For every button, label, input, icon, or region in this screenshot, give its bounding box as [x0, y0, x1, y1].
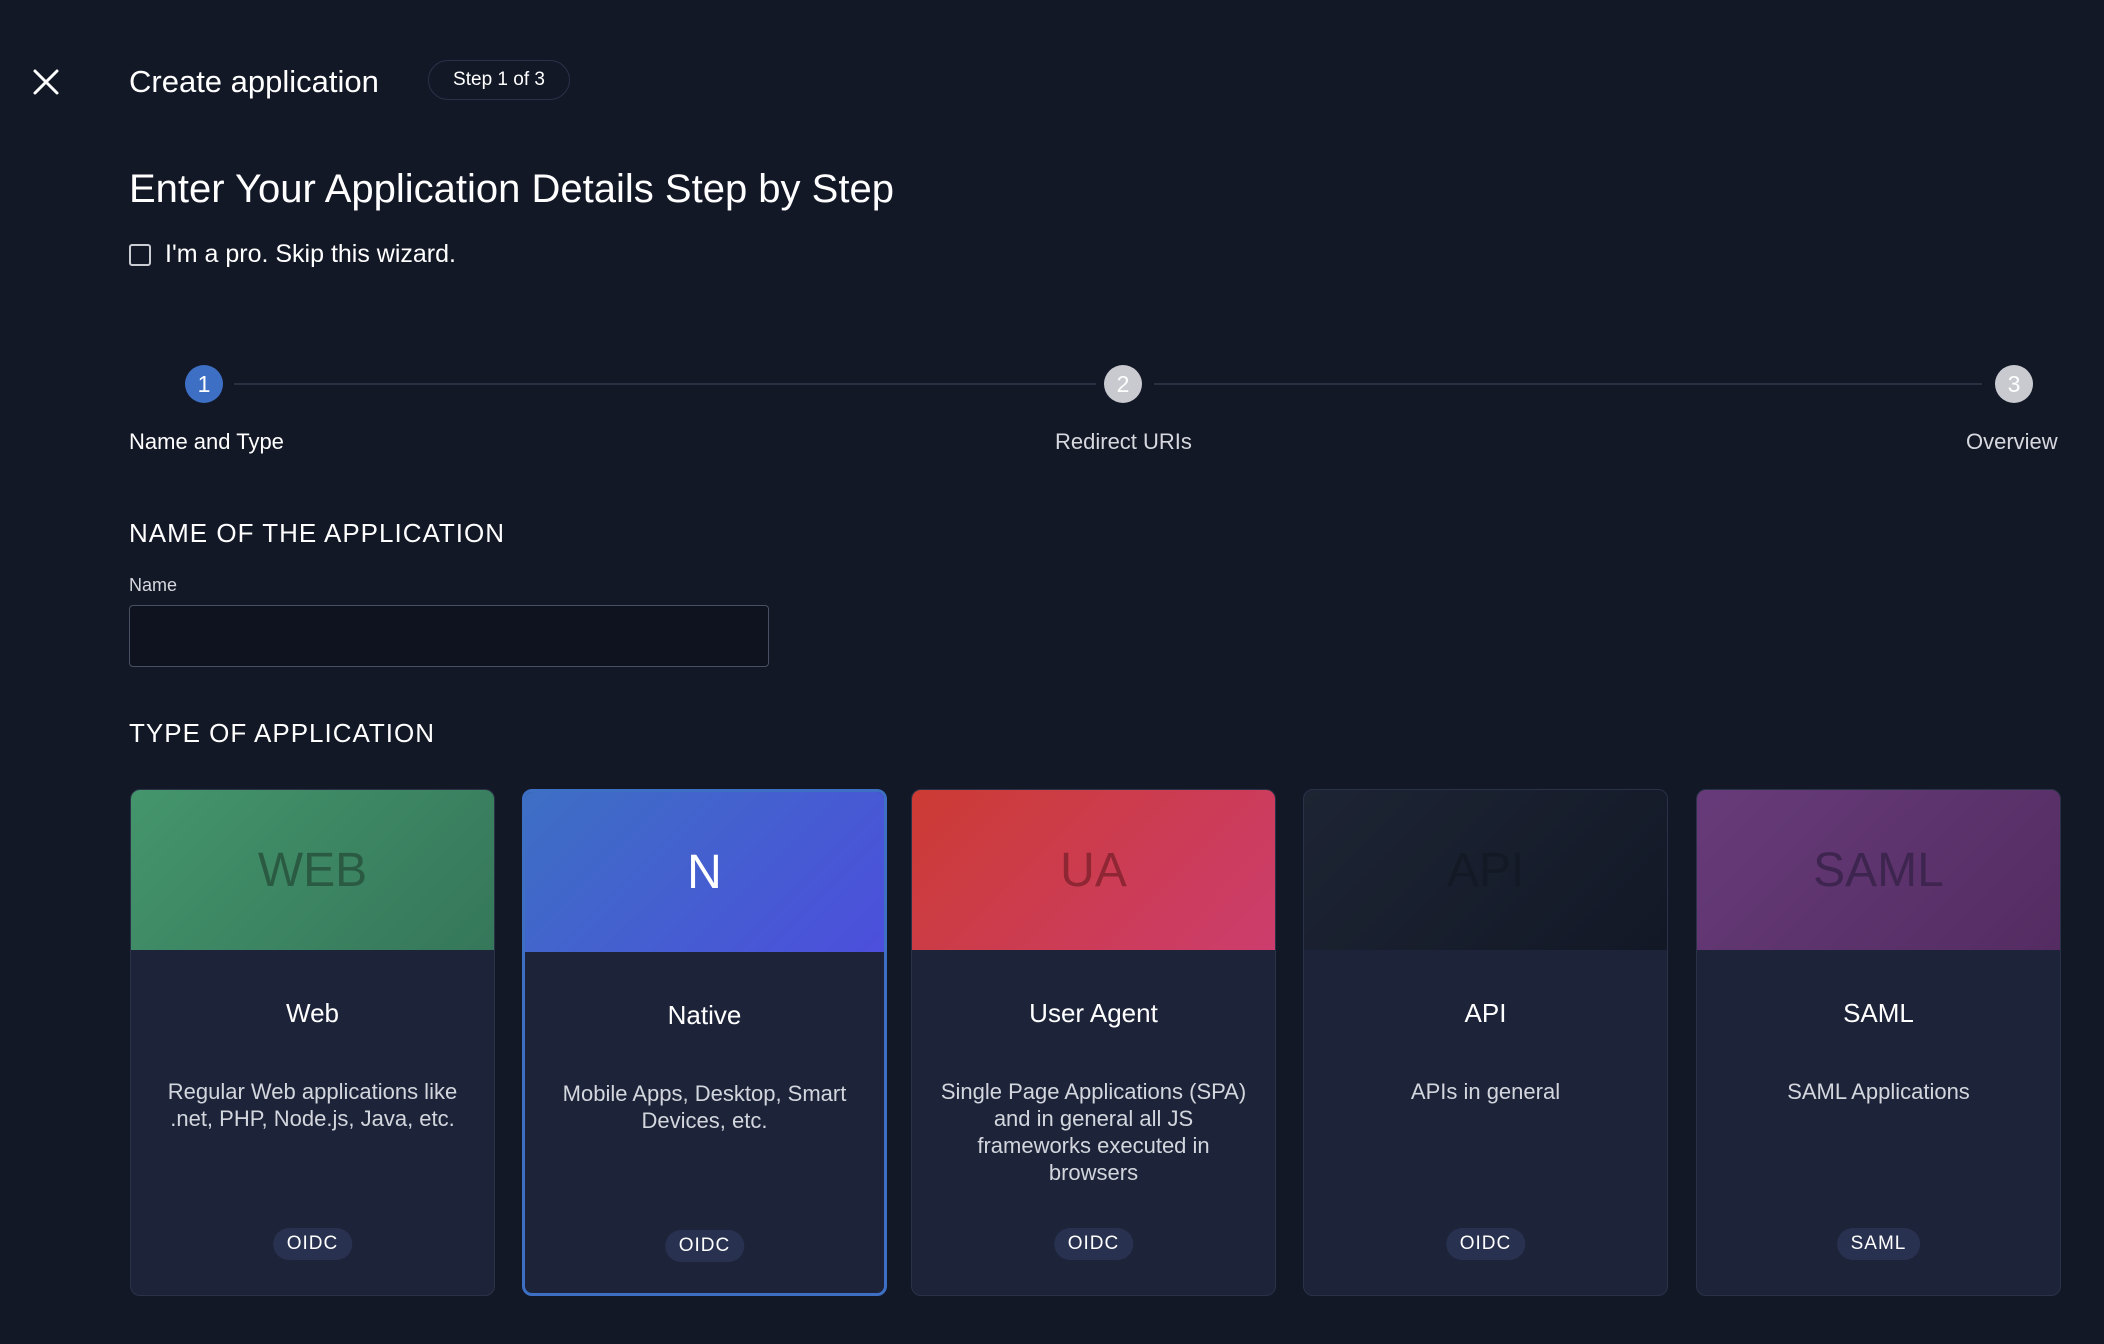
wizard-heading: Enter Your Application Details Step by S…	[129, 167, 894, 211]
card-title: API	[1464, 998, 1507, 1028]
page-title: Create application	[129, 64, 379, 99]
app-type-card-web[interactable]: WEB Web Regular Web applications like .n…	[130, 789, 495, 1296]
close-icon[interactable]	[30, 66, 62, 98]
card-header-band: N	[525, 792, 884, 952]
card-code: WEB	[257, 843, 368, 897]
name-field-label: Name	[129, 575, 178, 595]
card-description: Mobile Apps, Desktop, Smart Devices, etc…	[562, 1081, 847, 1133]
protocol-badge: OIDC	[1445, 1228, 1526, 1260]
card-description: Regular Web applications like .net, PHP,…	[167, 1079, 458, 1131]
card-title: Web	[286, 998, 339, 1028]
card-title: SAML	[1843, 998, 1914, 1028]
checkbox-box[interactable]	[129, 243, 151, 266]
card-title: Native	[667, 1000, 742, 1030]
step-badge: Step 1 of 3	[428, 60, 570, 100]
app-type-card-api[interactable]: API API APIs in general OIDC	[1303, 789, 1668, 1296]
protocol-badge: SAML	[1836, 1228, 1921, 1260]
card-code: API	[1446, 843, 1525, 897]
stepper-connector	[234, 383, 1096, 385]
protocol-badge: OIDC	[1053, 1228, 1134, 1260]
card-title: User Agent	[1029, 998, 1158, 1028]
step-3-label: Overview	[1966, 429, 2058, 454]
name-section-title: NAME OF THE APPLICATION	[129, 518, 505, 548]
card-header-band: SAML	[1697, 790, 2060, 950]
stepper-connector	[1154, 383, 1982, 385]
step-2-indicator: 2	[1104, 365, 1142, 403]
step-2-label: Redirect URIs	[1055, 429, 1192, 454]
card-header-band: UA	[912, 790, 1275, 950]
type-section-title: TYPE OF APPLICATION	[129, 718, 436, 748]
card-header-band: API	[1304, 790, 1667, 950]
card-description: Single Page Applications (SPA) and in ge…	[940, 1079, 1247, 1185]
app-type-card-native[interactable]: N Native Mobile Apps, Desktop, Smart Dev…	[522, 789, 887, 1296]
skip-wizard-checkbox[interactable]: I'm a pro. Skip this wizard.	[129, 240, 456, 269]
step-3-indicator: 3	[1995, 365, 2033, 403]
protocol-badge: OIDC	[272, 1228, 353, 1260]
card-code: UA	[1060, 843, 1127, 897]
card-description: SAML Applications	[1787, 1079, 1970, 1104]
app-type-card-user-agent[interactable]: UA User Agent Single Page Applications (…	[911, 789, 1276, 1296]
name-input[interactable]	[129, 605, 769, 667]
app-type-card-saml[interactable]: SAML SAML SAML Applications SAML	[1696, 789, 2061, 1296]
card-header-band: WEB	[131, 790, 494, 950]
card-description: APIs in general	[1410, 1079, 1561, 1104]
step-1-indicator: 1	[185, 365, 223, 403]
skip-wizard-label: I'm a pro. Skip this wizard.	[165, 240, 456, 268]
card-code: N	[687, 845, 722, 899]
protocol-badge: OIDC	[664, 1230, 745, 1262]
card-code: SAML	[1813, 843, 1944, 897]
step-1-label: Name and Type	[129, 429, 284, 454]
